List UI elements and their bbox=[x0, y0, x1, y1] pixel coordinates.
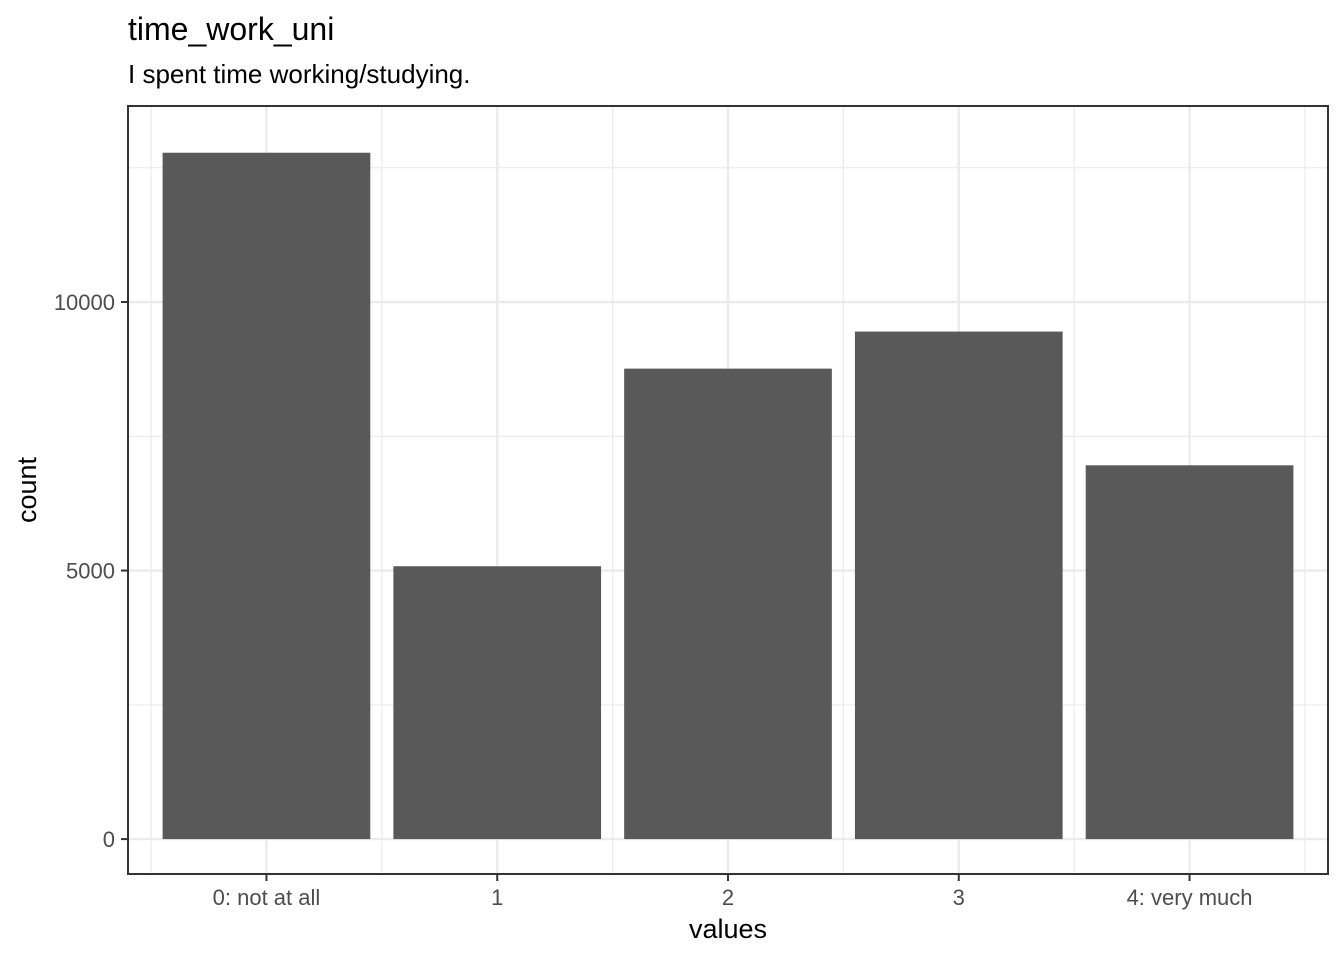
bar bbox=[854, 331, 1063, 840]
x-tick-label: 0: not at all bbox=[213, 885, 321, 910]
x-tick-label: 2 bbox=[722, 885, 734, 910]
bar bbox=[624, 368, 832, 840]
x-tick-label: 1 bbox=[491, 885, 503, 910]
y-tick-label: 10000 bbox=[54, 290, 115, 315]
bar bbox=[162, 152, 371, 840]
bars bbox=[162, 152, 1294, 840]
y-tick-label: 5000 bbox=[66, 559, 115, 584]
y-axis-title: count bbox=[12, 456, 42, 523]
x-axis-title: values bbox=[689, 914, 767, 944]
bar bbox=[393, 566, 602, 840]
x-axis: 0: not at all 1 2 3 4: very much bbox=[213, 874, 1253, 910]
x-tick-label: 3 bbox=[953, 885, 965, 910]
chart-subtitle: I spent time working/studying. bbox=[128, 59, 471, 89]
y-axis: 0 5000 10000 bbox=[54, 290, 128, 852]
y-tick-label: 0 bbox=[103, 827, 115, 852]
x-tick-label: 4: very much bbox=[1127, 885, 1253, 910]
bar bbox=[1085, 465, 1294, 840]
chart-title: time_work_uni bbox=[128, 11, 334, 47]
plot-panel bbox=[127, 105, 1329, 875]
